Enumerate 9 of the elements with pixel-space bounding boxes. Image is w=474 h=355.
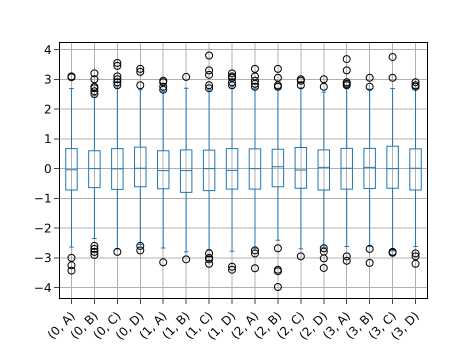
y-tick-label: 3 <box>44 72 52 86</box>
y-tick-label: −4 <box>34 280 52 295</box>
y-tick-label: 0 <box>44 162 52 176</box>
y-tick-label: 2 <box>44 102 52 116</box>
y-tick-label: 4 <box>44 42 52 57</box>
y-tick-label: −2 <box>34 221 52 236</box>
y-tick-label: −1 <box>34 192 52 206</box>
y-tick-label: 1 <box>44 132 52 146</box>
y-tick-label: −3 <box>34 251 52 266</box>
